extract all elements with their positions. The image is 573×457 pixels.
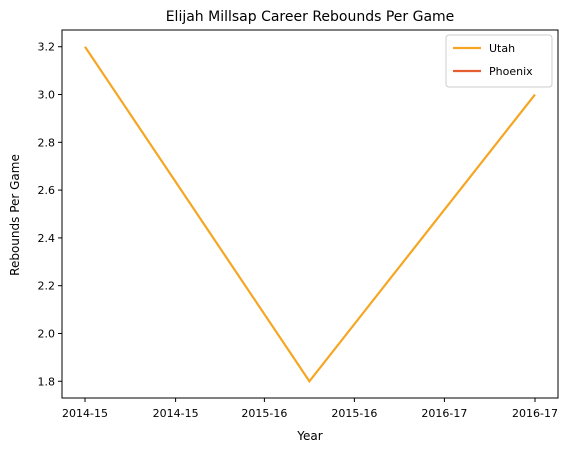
y-tick-label: 2.2 bbox=[38, 280, 56, 293]
x-tick-label: 2015-16 bbox=[331, 407, 377, 420]
series-group bbox=[85, 47, 535, 382]
y-tick-label: 3.0 bbox=[38, 89, 56, 102]
y-tick-label: 1.8 bbox=[38, 375, 56, 388]
x-axis-label: Year bbox=[296, 429, 322, 443]
x-tick-label: 2014-15 bbox=[62, 407, 108, 420]
x-tick-label: 2014-15 bbox=[153, 407, 199, 420]
y-tick-label: 2.6 bbox=[38, 184, 56, 197]
legend-label-phoenix: Phoenix bbox=[489, 65, 533, 78]
y-axis-label: Rebounds Per Game bbox=[8, 154, 22, 276]
x-tick-label: 2016-17 bbox=[421, 407, 467, 420]
y-axis-ticks: 1.8 2.0 2.2 2.4 2.6 2.8 3.0 3.2 bbox=[38, 41, 63, 389]
legend-label-utah: Utah bbox=[489, 42, 515, 55]
x-tick-label: 2015-16 bbox=[241, 407, 287, 420]
y-tick-label: 2.8 bbox=[38, 136, 56, 149]
y-tick-label: 3.2 bbox=[38, 41, 56, 54]
y-tick-label: 2.4 bbox=[38, 232, 56, 245]
legend: Utah Phoenix bbox=[446, 35, 552, 87]
y-tick-label: 2.0 bbox=[38, 327, 56, 340]
series-line-utah bbox=[85, 47, 535, 382]
chart-title: Elijah Millsap Career Rebounds Per Game bbox=[166, 9, 455, 25]
x-axis-ticks: 2014-15 2014-15 2015-16 2015-16 2016-17 2016-… bbox=[62, 398, 558, 420]
x-tick-label: 2016-17 bbox=[512, 407, 558, 420]
